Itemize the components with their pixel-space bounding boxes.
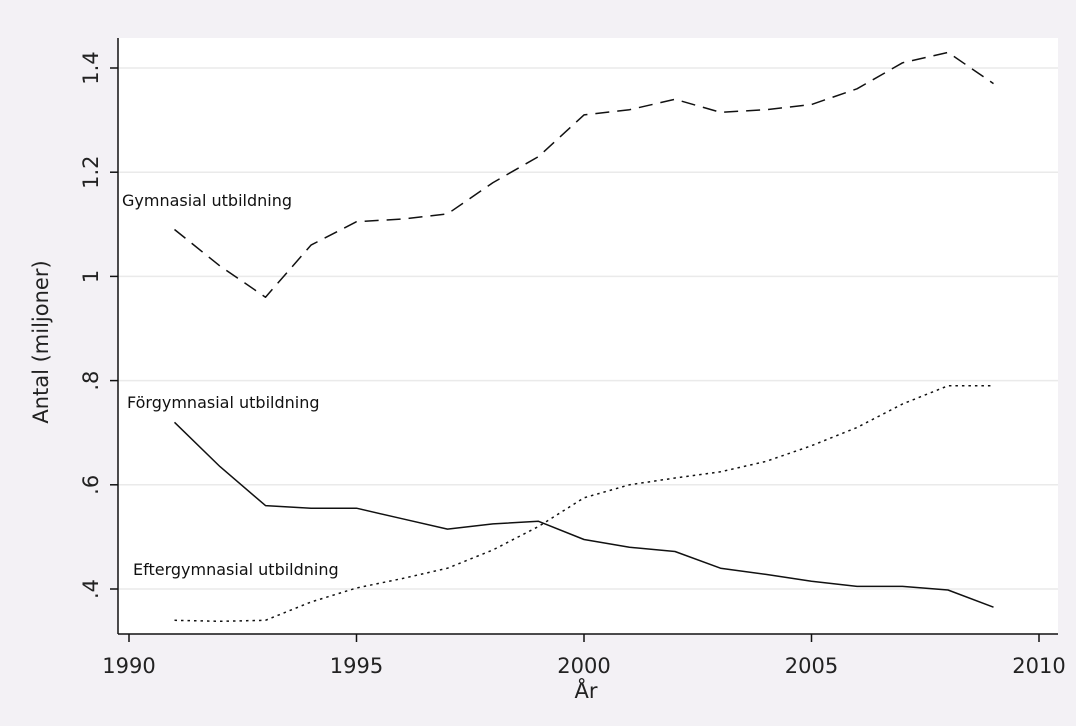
x-tick-label: 2010 — [1012, 654, 1065, 678]
y-ticks: .4 .6 .8 1 1.2 1.4 — [79, 51, 118, 599]
x-tick-label: 1995 — [330, 654, 383, 678]
x-tick-label: 2005 — [785, 654, 838, 678]
y-tick-label: .6 — [79, 475, 103, 495]
grid-lines — [118, 67, 1058, 590]
series-label-eftergymnasial: Eftergymnasial utbildning — [133, 560, 339, 579]
y-tick-label: 1.4 — [79, 51, 103, 84]
series-label-forgymnasial: Förgymnasial utbildning — [127, 393, 320, 412]
x-tick-label: 2000 — [557, 654, 610, 678]
x-tick-label: 1990 — [102, 654, 155, 678]
series-line-dashed — [174, 51, 994, 298]
x-ticks: 1990 1995 2000 2005 2010 — [102, 634, 1066, 678]
y-axis-title: Antal (miljoner) — [29, 260, 53, 423]
y-tick-label: .8 — [79, 371, 103, 391]
x-axis-title: År — [575, 677, 598, 703]
plot-area — [118, 38, 1058, 634]
series-label-gymnasial: Gymnasial utbildning — [122, 191, 292, 210]
y-tick-label: .4 — [79, 579, 103, 599]
y-tick-label: 1.2 — [79, 155, 103, 188]
axes — [117, 38, 1058, 635]
y-tick-label: 1 — [79, 270, 103, 283]
series-lines — [173, 51, 994, 623]
series-line-solid — [173, 421, 994, 608]
